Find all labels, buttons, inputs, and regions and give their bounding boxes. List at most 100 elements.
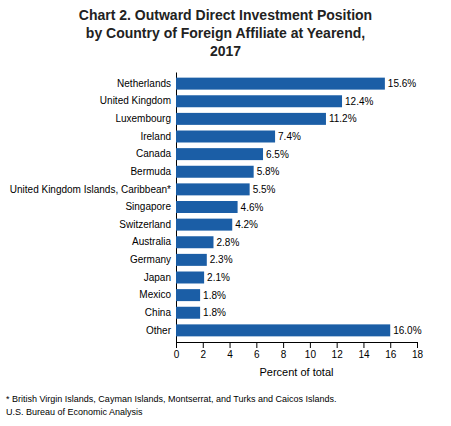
x-axis-line xyxy=(177,343,418,349)
x-tick-label: 10 xyxy=(305,349,317,360)
y-tick-label: China xyxy=(145,307,172,318)
data-label: 12.4% xyxy=(345,96,373,107)
x-tick-mark xyxy=(256,342,257,348)
y-tick: Netherlands xyxy=(117,78,176,89)
bar xyxy=(176,289,200,301)
y-tick: Other xyxy=(146,325,176,336)
bar xyxy=(176,254,207,266)
x-tick-label: 2 xyxy=(200,349,206,360)
y-tick-label: Australia xyxy=(132,236,171,247)
x-tick-label: 16 xyxy=(385,349,397,360)
x-tick: 18 xyxy=(412,342,424,360)
x-tick-label: 18 xyxy=(412,349,424,360)
bar xyxy=(176,166,254,178)
y-tick: China xyxy=(145,307,176,318)
bar xyxy=(176,131,275,143)
x-tick-label: 12 xyxy=(332,349,344,360)
x-tick: 0 xyxy=(174,342,180,360)
x-tick: 2 xyxy=(200,342,206,360)
y-tick: Switzerland xyxy=(119,219,176,230)
data-label: 16.0% xyxy=(393,325,421,336)
bar xyxy=(176,236,213,248)
x-axis: 0 2 4 6 8 10 12 14 16 18 xyxy=(174,342,424,360)
x-tick-mark xyxy=(310,342,311,348)
y-tick-label: United Kingdom xyxy=(100,95,171,106)
data-label: 2.8% xyxy=(216,237,239,248)
data-label: 11.2% xyxy=(329,113,357,124)
x-tick-label: 0 xyxy=(174,349,180,360)
data-label: 15.6% xyxy=(388,78,416,89)
y-tick-label: Germany xyxy=(130,254,171,265)
bar xyxy=(176,201,238,213)
x-tick-mark xyxy=(337,342,338,348)
bar xyxy=(176,272,204,284)
data-label: 7.4% xyxy=(278,131,301,142)
y-tick-label: Other xyxy=(146,325,172,336)
title-group: Chart 2. Outward Direct Investment Posit… xyxy=(79,7,372,59)
y-tick-label: United Kingdom Islands, Caribbean* xyxy=(10,184,171,195)
x-tick-mark xyxy=(176,342,177,348)
data-label: 1.8% xyxy=(203,290,226,301)
x-tick: 10 xyxy=(305,342,317,360)
x-tick: 8 xyxy=(281,342,287,360)
y-tick-label: Singapore xyxy=(125,201,171,212)
data-label: 2.1% xyxy=(207,272,230,283)
y-tick-label: Mexico xyxy=(139,289,171,300)
y-tick: United Kingdom xyxy=(100,95,176,106)
y-tick: Japan xyxy=(144,272,176,283)
y-tick: Singapore xyxy=(125,201,176,212)
x-tick-label: 8 xyxy=(281,349,287,360)
chart: Chart 2. Outward Direct Investment Posit… xyxy=(0,0,451,426)
data-label: 4.6% xyxy=(241,202,264,213)
y-tick-label: Switzerland xyxy=(119,219,171,230)
bar xyxy=(176,183,250,195)
title: by Country of Foreign Affiliate at Yeare… xyxy=(86,25,365,41)
y-tick-label: Bermuda xyxy=(130,166,171,177)
bar xyxy=(176,219,232,231)
y-tick-label: Netherlands xyxy=(117,78,171,89)
data-label: 5.5% xyxy=(253,184,276,195)
footnote: * British Virgin Islands, Cayman Islands… xyxy=(6,394,336,404)
y-tick-label: Ireland xyxy=(140,131,171,142)
data-label: 1.8% xyxy=(203,307,226,318)
y-tick-label: Luxembourg xyxy=(115,113,171,124)
plot: 0 2 4 6 8 10 12 14 16 18 Other China Mexico Japan Germ… xyxy=(10,73,424,361)
y-tick: Ireland xyxy=(140,131,176,142)
y-tick: Luxembourg xyxy=(115,113,176,124)
y-tick: Mexico xyxy=(139,289,176,300)
bar xyxy=(176,95,342,107)
x-tick: 14 xyxy=(358,342,370,360)
y-tick-label: Japan xyxy=(144,272,171,283)
x-tick-mark xyxy=(390,342,391,348)
bars xyxy=(176,78,390,337)
x-tick-mark xyxy=(283,342,284,348)
x-tick: 16 xyxy=(385,342,397,360)
x-tick: 6 xyxy=(254,342,260,360)
x-tick-mark xyxy=(230,342,231,348)
x-tick-mark xyxy=(203,342,204,348)
y-tick: Australia xyxy=(132,236,176,247)
data-label: 5.8% xyxy=(257,166,280,177)
y-tick-label: Canada xyxy=(136,148,171,159)
y-tick: Canada xyxy=(136,148,176,159)
x-tick-label: 6 xyxy=(254,349,260,360)
data-label: 6.5% xyxy=(266,149,289,160)
x-tick-label: 14 xyxy=(358,349,370,360)
x-tick-label: 4 xyxy=(227,349,233,360)
title: Chart 2. Outward Direct Investment Posit… xyxy=(79,7,372,23)
y-tick: Bermuda xyxy=(130,166,176,177)
x-tick-mark xyxy=(417,342,418,348)
bar xyxy=(176,324,390,336)
x-tick: 12 xyxy=(332,342,344,360)
x-axis-title: Percent of total xyxy=(260,366,334,378)
data-labels: 16.0%1.8%1.8%2.1%2.3%2.8%4.2%4.6%5.5%5.8… xyxy=(203,78,422,336)
x-tick-mark xyxy=(363,342,364,348)
bar xyxy=(176,113,326,125)
bar xyxy=(176,148,263,160)
footnote: U.S. Bureau of Economic Analysis xyxy=(6,407,143,417)
y-axis: Other China Mexico Japan Germany Australia Swi… xyxy=(10,73,177,343)
title: 2017 xyxy=(210,43,241,59)
y-tick: United Kingdom Islands, Caribbean* xyxy=(10,184,176,195)
data-label: 2.3% xyxy=(210,254,233,265)
x-tick: 4 xyxy=(227,342,233,360)
